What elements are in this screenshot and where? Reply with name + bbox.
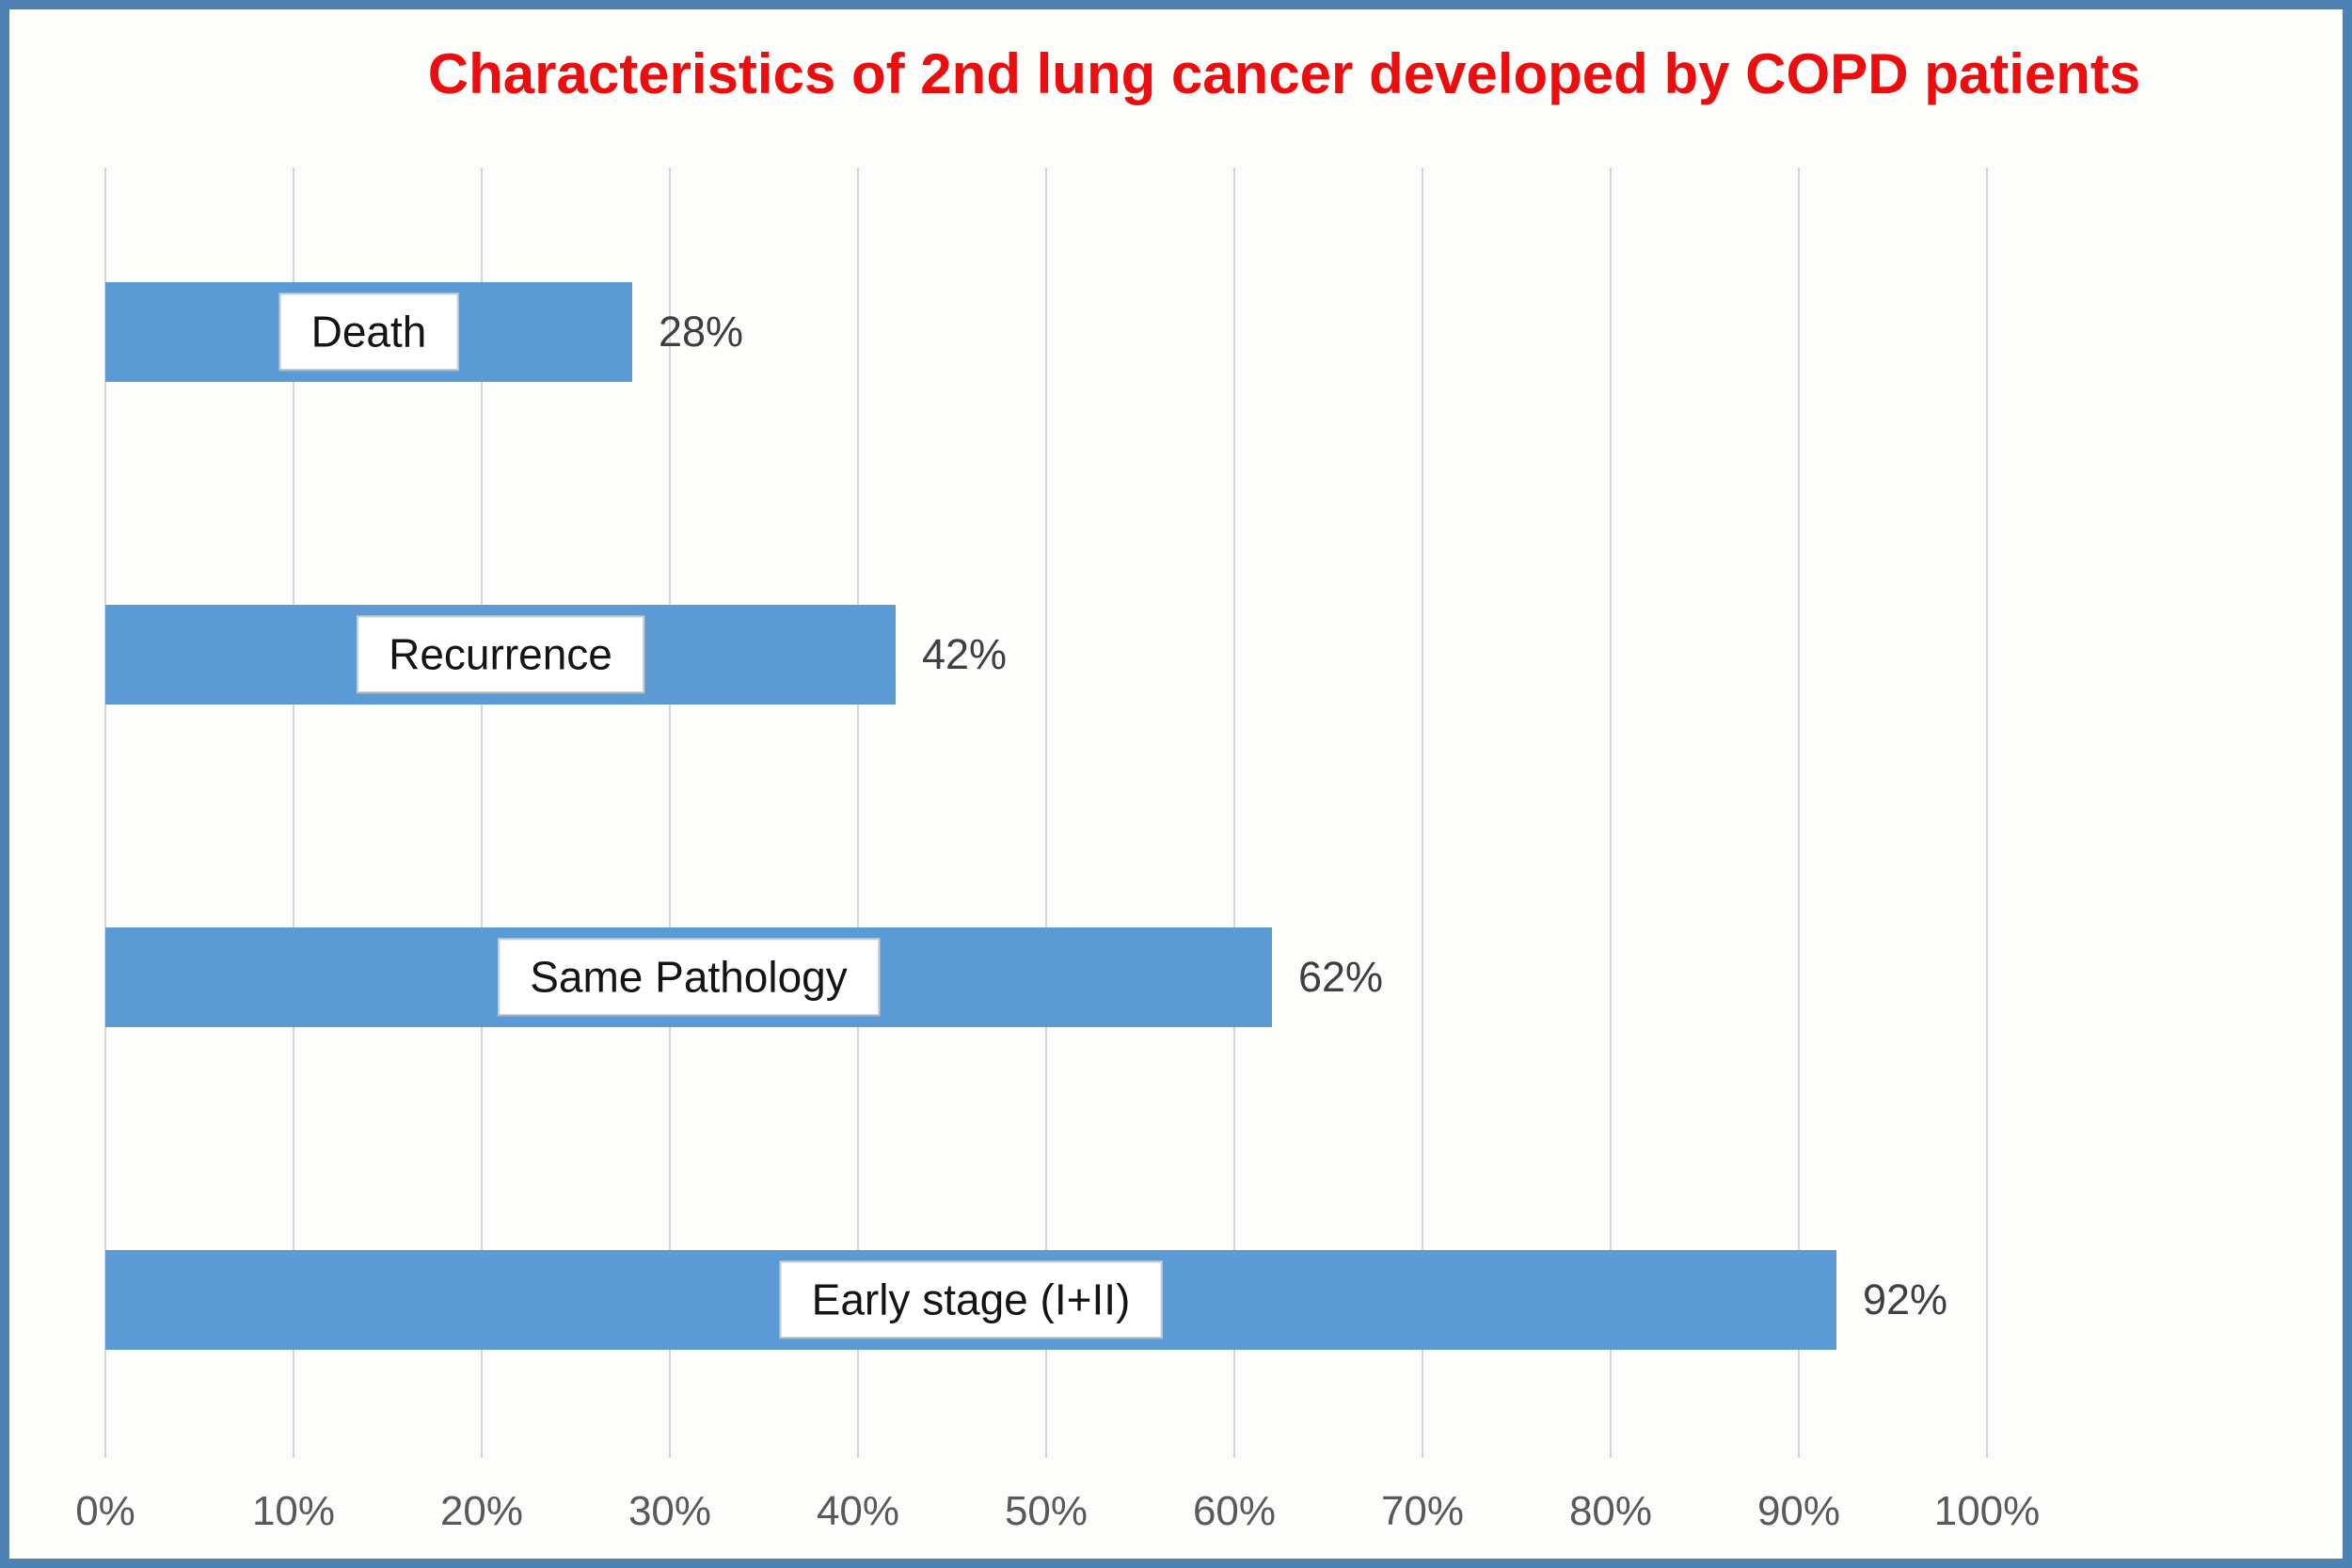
gridline: [1422, 167, 1423, 1458]
gridline: [293, 167, 294, 1458]
x-tick-label: 0%: [75, 1488, 135, 1534]
chart-title: Characteristics of 2nd lung cancer devel…: [427, 42, 2141, 105]
x-tick-label: 90%: [1756, 1488, 1841, 1534]
bar-recurrence: Recurrence: [105, 605, 896, 705]
x-tick-label: 10%: [251, 1488, 336, 1534]
x-axis-tick-labels: 0% 10% 20% 30% 40% 50% 60% 70% 80% 90% 100%: [9, 1488, 2343, 1544]
bar-same-pathology: Same Pathology: [105, 927, 1272, 1027]
bar-row-recurrence: Recurrence 42%: [105, 605, 2081, 705]
bar-early-stage: Early stage (I+II): [105, 1250, 1836, 1350]
value-label-same-pathology: 62%: [1298, 953, 1384, 1001]
gridline: [857, 167, 859, 1458]
value-label-early-stage: 92%: [1863, 1275, 1948, 1323]
gridlines: [104, 167, 1988, 1458]
bar-row-death: Death 28%: [105, 282, 2081, 382]
bar-row-early-stage: Early stage (I+II) 92%: [105, 1250, 2081, 1350]
category-label-death: Death: [278, 293, 459, 372]
value-label-death: 28%: [659, 308, 744, 356]
gridline: [481, 167, 483, 1458]
category-label-recurrence: Recurrence: [357, 615, 644, 694]
gridline: [1610, 167, 1612, 1458]
category-label-early-stage: Early stage (I+II): [779, 1260, 1163, 1339]
gridline: [669, 167, 671, 1458]
x-tick-label: 80%: [1568, 1488, 1653, 1534]
gridline: [1045, 167, 1047, 1458]
gridline: [1798, 167, 1800, 1458]
category-label-same-pathology: Same Pathology: [498, 938, 880, 1017]
x-tick-label: 60%: [1192, 1488, 1277, 1534]
gridline: [1986, 167, 1988, 1458]
x-tick-label: 50%: [1004, 1488, 1089, 1534]
bar-row-same-pathology: Same Pathology 62%: [105, 927, 2081, 1027]
x-tick-label: 30%: [628, 1488, 712, 1534]
x-tick-label: 100%: [1933, 1488, 2041, 1534]
gridline: [1233, 167, 1235, 1458]
value-label-recurrence: 42%: [922, 630, 1008, 678]
gridline: [104, 167, 106, 1458]
x-tick-label: 70%: [1380, 1488, 1465, 1534]
x-tick-label: 20%: [439, 1488, 524, 1534]
x-tick-label: 40%: [816, 1488, 900, 1534]
bar-death: Death: [105, 282, 632, 382]
